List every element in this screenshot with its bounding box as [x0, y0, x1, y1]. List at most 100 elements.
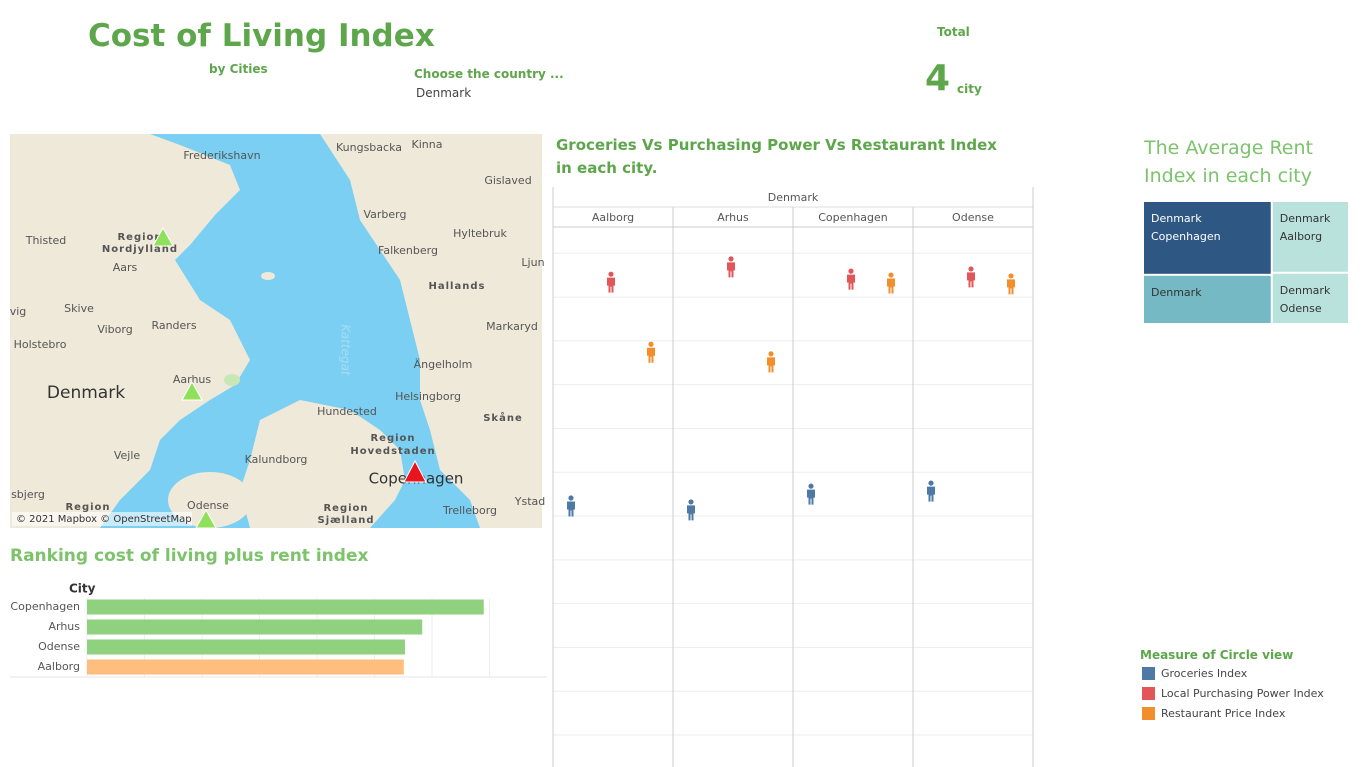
map-label: Hyltebruk: [453, 227, 507, 240]
treemap-title: The Average Rent Index in each city: [1144, 137, 1313, 187]
map-label: Trelleborg: [442, 504, 497, 517]
y-tick-label: Copenhagen: [10, 600, 80, 613]
total-label: Total: [937, 25, 970, 39]
map-label: Ängelholm: [414, 358, 473, 371]
icon-body: [687, 505, 695, 521]
treemap-label: Denmark: [1280, 212, 1331, 225]
treemap-label: Copenhagen: [1151, 230, 1221, 243]
map-label: Hallands: [429, 281, 486, 292]
map-marker[interactable]: [152, 226, 174, 247]
map-label: Aarhus: [173, 373, 212, 386]
map-land: [320, 134, 542, 528]
treemap-label: Denmark: [1151, 286, 1202, 299]
map[interactable]: Frederikshavn Kungsbacka Kinna Gislaved …: [10, 134, 546, 529]
y-tick-label: Aalborg: [38, 660, 80, 673]
map-land: [224, 374, 240, 386]
icon-head: [888, 272, 894, 278]
icon-body: [927, 486, 935, 502]
map-label: Nordjylland: [102, 244, 178, 255]
icon-head: [968, 266, 974, 272]
total-value: 4: [925, 58, 951, 99]
y-tick-label: Odense: [38, 640, 80, 653]
group-label: Denmark: [768, 191, 819, 204]
icon-head: [728, 256, 734, 262]
map-marker[interactable]: [195, 508, 217, 529]
person-icon: [767, 351, 775, 373]
map-label: Region: [370, 433, 415, 444]
map-land: [240, 400, 405, 528]
map-label: Frederikshavn: [183, 149, 260, 162]
person-icon: [807, 483, 815, 505]
axis-title: City: [69, 582, 96, 596]
map-label: Aars: [113, 261, 138, 274]
map-label: Ystad: [514, 495, 546, 508]
icon-body: [567, 501, 575, 517]
pictogram-title: Groceries Vs Purchasing Power Vs Restaur…: [556, 136, 997, 177]
icon-body: [847, 274, 855, 290]
map-label: Vejle: [114, 449, 141, 462]
person-icon: [687, 499, 695, 521]
legend-label: Groceries Index: [1161, 667, 1248, 680]
x-tick-label: Odense: [952, 211, 994, 224]
filter-value[interactable]: Denmark: [416, 86, 472, 100]
map-label: Kungsbacka: [336, 141, 402, 154]
map-marker[interactable]: [181, 380, 203, 401]
person-icon: [727, 256, 735, 278]
person-icon: [927, 480, 935, 502]
treemap-cell: [1144, 202, 1271, 274]
treemap-label: Denmark: [1280, 284, 1331, 297]
map-label: Sjælland: [318, 515, 375, 526]
map-label: Helsingborg: [395, 390, 461, 403]
map-label: Skåne: [483, 411, 523, 424]
map-label: Region: [65, 502, 110, 513]
icon-body: [807, 489, 815, 505]
map-label: Skive: [64, 302, 94, 315]
filter-label: Choose the country ...: [414, 67, 564, 81]
subtitle: by Cities: [209, 62, 268, 76]
map-label: Viborg: [97, 323, 132, 336]
map-label: Markaryd: [486, 320, 538, 333]
map-label: Gislaved: [484, 174, 531, 187]
map-label: Kalundborg: [245, 453, 308, 466]
icon-head: [768, 351, 774, 357]
treemap-cell: [1272, 202, 1348, 272]
icon-body: [967, 272, 975, 288]
icon-body: [887, 278, 895, 294]
title: Cost of Living Index: [88, 18, 435, 54]
treemap-label: Aalborg: [1280, 230, 1322, 243]
bar-title: Ranking cost of living plus rent index: [10, 546, 369, 566]
map-marker[interactable]: [403, 459, 427, 483]
map-label: sbjerg: [11, 488, 45, 501]
map-label: Denmark: [47, 383, 125, 403]
icon-head: [808, 483, 814, 489]
y-tick-label: Arhus: [48, 620, 80, 633]
icon-body: [767, 357, 775, 373]
person-icon: [567, 495, 575, 517]
map-label: Odense: [187, 499, 229, 512]
treemap-label: Odense: [1280, 302, 1322, 315]
legend-swatch: [1142, 667, 1155, 680]
map-attribution: © 2021 Mapbox © OpenStreetMap: [16, 514, 192, 525]
map-label: Hundested: [317, 405, 377, 418]
map-label: Kinna: [412, 138, 443, 151]
icon-body: [1007, 279, 1015, 295]
bar: [87, 639, 405, 655]
map-label: Hovedstaden: [350, 446, 435, 457]
legend-label: Local Purchasing Power Index: [1161, 687, 1324, 700]
bar: [87, 619, 423, 635]
person-icon: [967, 266, 975, 288]
icon-head: [1008, 273, 1014, 279]
icon-head: [928, 480, 934, 486]
icon-body: [647, 347, 655, 363]
icon-head: [848, 268, 854, 274]
legend-swatch: [1142, 707, 1155, 720]
icon-body: [727, 262, 735, 278]
person-icon: [847, 268, 855, 290]
legend-swatch: [1142, 687, 1155, 700]
person-icon: [647, 341, 655, 363]
map-land: [261, 272, 275, 280]
map-label: Varberg: [364, 208, 407, 221]
map-label: Ljun: [521, 256, 544, 269]
